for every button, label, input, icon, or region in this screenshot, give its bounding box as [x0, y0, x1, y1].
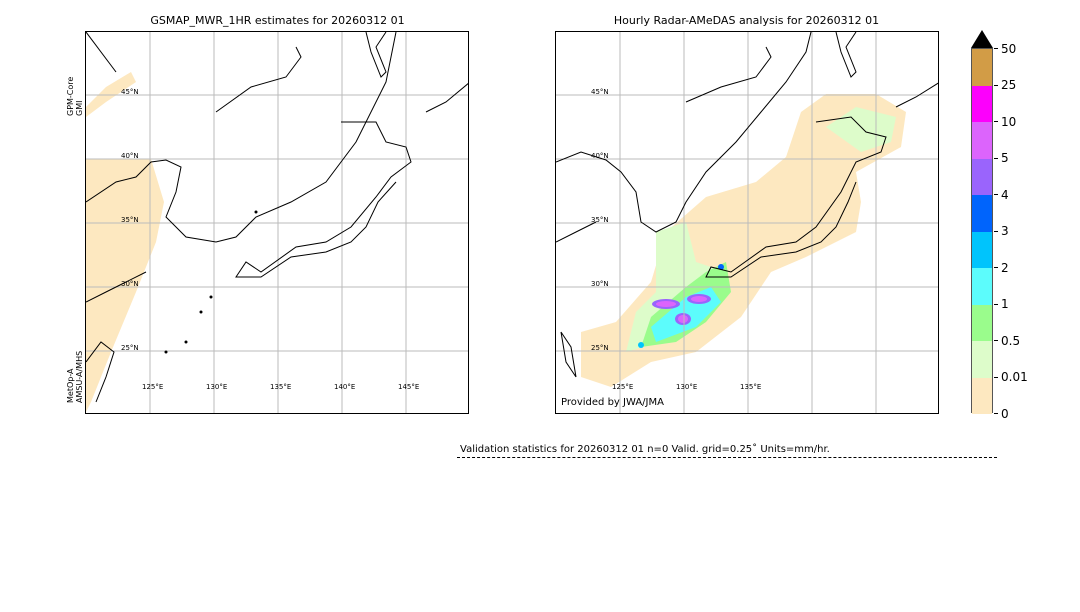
svg-text:135°E: 135°E	[270, 383, 291, 391]
colorbar-seg-0	[972, 377, 992, 414]
svg-text:140°E: 140°E	[334, 383, 355, 391]
lat-labels: 45°N 40°N 35°N 30°N 25°N	[591, 88, 609, 352]
sensor-label-bottom: MetOp-A AMSU-A/MHS	[66, 351, 84, 403]
lat-labels: 45°N 40°N 35°N 30°N 25°N	[121, 88, 139, 352]
lon-labels: 125°E 130°E 135°E	[612, 383, 761, 391]
sensor-bottom-line2: AMSU-A/MHS	[75, 350, 84, 403]
svg-text:25°N: 25°N	[121, 344, 139, 352]
svg-text:125°E: 125°E	[612, 383, 633, 391]
right-map[interactable]: 45°N 40°N 35°N 30°N 25°N 125°E 130°E 135…	[555, 31, 939, 414]
colorbar-seg-9	[972, 49, 992, 86]
colorbar-seg-5	[972, 195, 992, 232]
colorbar-seg-4	[972, 231, 992, 268]
lon-labels: 125°E 130°E 135°E 140°E 145°E	[142, 383, 419, 391]
colorbar-seg-6	[972, 158, 992, 195]
svg-text:35°N: 35°N	[591, 216, 609, 224]
svg-text:130°E: 130°E	[206, 383, 227, 391]
colorbar	[971, 48, 993, 414]
validation-statistics: Validation statistics for 20260312 01 n=…	[460, 444, 830, 455]
left-map[interactable]: 45°N 40°N 35°N 30°N 25°N 125°E 130°E 135…	[85, 31, 469, 414]
svg-text:35°N: 35°N	[121, 216, 139, 224]
svg-text:30°N: 30°N	[591, 280, 609, 288]
sensor-top-line2: GMI	[75, 100, 84, 116]
data-credit: Provided by JWA/JMA	[561, 397, 664, 408]
svg-text:145°E: 145°E	[398, 383, 419, 391]
svg-text:40°N: 40°N	[591, 152, 609, 160]
left-map-canvas: 45°N 40°N 35°N 30°N 25°N 125°E 130°E 135…	[86, 32, 468, 413]
left-panel-title: GSMAP_MWR_1HR estimates for 20260312 01	[150, 14, 405, 27]
colorbar-seg-8	[972, 85, 992, 122]
validation-divider	[457, 457, 997, 458]
colorbar-extend-arrow	[971, 30, 993, 48]
colorbar-seg-7	[972, 122, 992, 159]
svg-text:25°N: 25°N	[591, 344, 609, 352]
svg-text:45°N: 45°N	[591, 88, 609, 96]
right-map-canvas: 45°N 40°N 35°N 30°N 25°N 125°E 130°E 135…	[556, 32, 938, 413]
sensor-bottom-line1: MetOp-A	[66, 368, 75, 403]
svg-text:45°N: 45°N	[121, 88, 139, 96]
svg-text:130°E: 130°E	[676, 383, 697, 391]
sensor-top-line1: GPM-Core	[66, 76, 75, 116]
colorbar-seg-3	[972, 268, 992, 305]
colorbar-seg-1	[972, 341, 992, 378]
sensor-label-top: GPM-Core GMI	[66, 77, 84, 116]
svg-text:135°E: 135°E	[740, 383, 761, 391]
svg-text:125°E: 125°E	[142, 383, 163, 391]
svg-text:40°N: 40°N	[121, 152, 139, 160]
svg-text:30°N: 30°N	[121, 280, 139, 288]
colorbar-seg-2	[972, 304, 992, 341]
right-panel-title: Hourly Radar-AMeDAS analysis for 2026031…	[613, 14, 880, 27]
